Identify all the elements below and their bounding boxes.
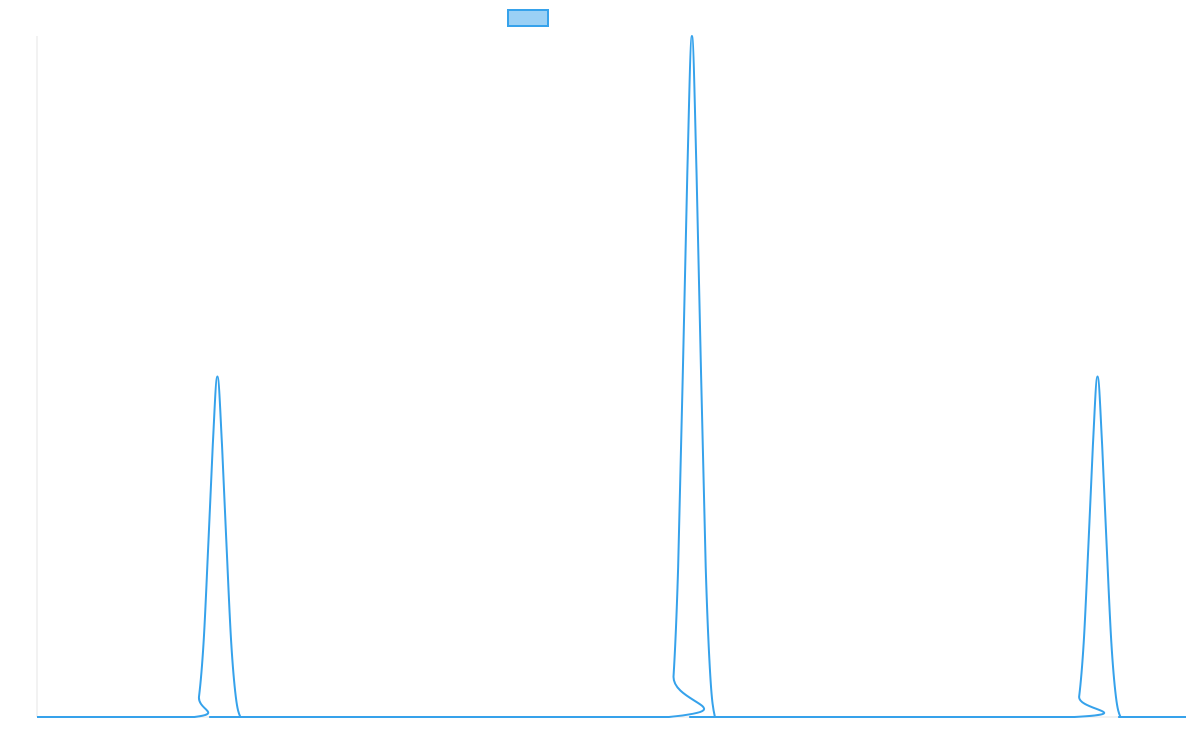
- legend: [507, 9, 549, 27]
- data-point[interactable]: [233, 694, 239, 700]
- data-point[interactable]: [1072, 714, 1078, 720]
- data-point[interactable]: [707, 673, 713, 679]
- data-point[interactable]: [219, 442, 225, 448]
- data-point[interactable]: [191, 714, 197, 720]
- data-point[interactable]: [1113, 694, 1119, 700]
- data-point[interactable]: [1099, 442, 1105, 448]
- data-point[interactable]: [703, 564, 709, 570]
- data-point[interactable]: [210, 442, 216, 448]
- data-point[interactable]: [196, 694, 202, 700]
- data-point[interactable]: [224, 544, 230, 550]
- data-point[interactable]: [680, 374, 686, 380]
- data-point[interactable]: [666, 714, 672, 720]
- data-point[interactable]: [671, 673, 677, 679]
- data-point[interactable]: [34, 714, 40, 720]
- data-point[interactable]: [694, 169, 700, 175]
- data-point[interactable]: [242, 714, 248, 720]
- data-point[interactable]: [1108, 639, 1114, 645]
- data-point[interactable]: [228, 639, 234, 645]
- data-point[interactable]: [689, 33, 695, 39]
- data-point[interactable]: [205, 544, 211, 550]
- data-point[interactable]: [684, 169, 690, 175]
- data-point[interactable]: [1081, 639, 1087, 645]
- data-point[interactable]: [1095, 374, 1101, 380]
- data-point[interactable]: [1122, 714, 1128, 720]
- data-point[interactable]: [214, 374, 220, 380]
- data-point[interactable]: [675, 564, 681, 570]
- series-line: [36, 35, 1186, 719]
- data-point[interactable]: [698, 374, 704, 380]
- data-point[interactable]: [1183, 714, 1189, 720]
- legend-swatch[interactable]: [507, 9, 549, 27]
- series-layer: [34, 33, 1189, 720]
- data-point[interactable]: [1085, 544, 1091, 550]
- data-point[interactable]: [1090, 442, 1096, 448]
- data-point[interactable]: [201, 639, 207, 645]
- data-point[interactable]: [717, 714, 723, 720]
- data-point[interactable]: [1076, 694, 1082, 700]
- data-point[interactable]: [1104, 544, 1110, 550]
- axes: [36, 36, 1186, 718]
